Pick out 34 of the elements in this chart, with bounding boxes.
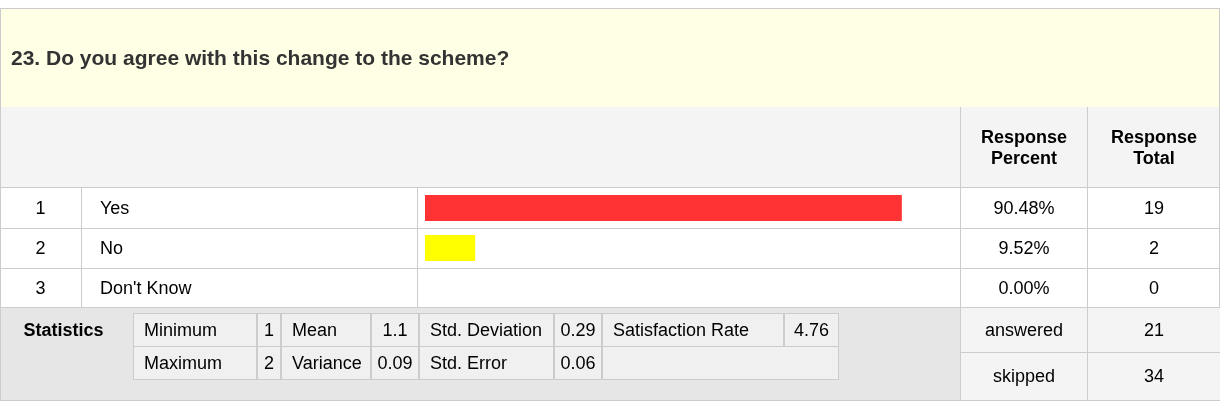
text: 1 <box>257 313 281 347</box>
text: Maximum <box>133 346 257 380</box>
text: 1 <box>0 188 82 228</box>
text: Satisfaction Rate <box>602 313 784 347</box>
y-tick-label: Don't Know <box>100 278 193 298</box>
text: 0 <box>1087 268 1220 308</box>
data-label: 0.00% <box>960 268 1087 308</box>
text: Std. Deviation <box>419 313 554 347</box>
text: Minimum <box>133 313 257 347</box>
text: 0.09 <box>371 346 419 380</box>
text: 19 <box>1087 188 1220 228</box>
text: Response Percent <box>960 107 1087 188</box>
text: Statistics <box>22 318 105 342</box>
text: 4.76 <box>784 313 839 347</box>
text: 2 <box>1087 228 1220 268</box>
text: Mean <box>281 313 371 347</box>
text: 0.29 <box>554 313 602 347</box>
text: 2 <box>257 346 281 380</box>
y-tick-label: Yes <box>100 198 130 218</box>
chart-title: 23. Do you agree with this change to the scheme? <box>0 8 1220 108</box>
text: Std. Error <box>419 346 554 380</box>
text: 1.1 <box>371 313 419 347</box>
data-label: 90.48% <box>960 188 1087 228</box>
text: 3 <box>0 268 82 308</box>
text: answered <box>960 308 1087 352</box>
text: 2 <box>0 228 82 268</box>
data-label: 9.52% <box>960 228 1087 268</box>
text: 34 <box>1087 352 1220 400</box>
y-tick-label: No <box>100 238 124 258</box>
text: Response Total <box>1087 107 1220 188</box>
text: Variance <box>281 346 371 380</box>
text: 21 <box>1087 308 1220 352</box>
text: 0.06 <box>554 346 602 380</box>
text: skipped <box>960 352 1087 400</box>
